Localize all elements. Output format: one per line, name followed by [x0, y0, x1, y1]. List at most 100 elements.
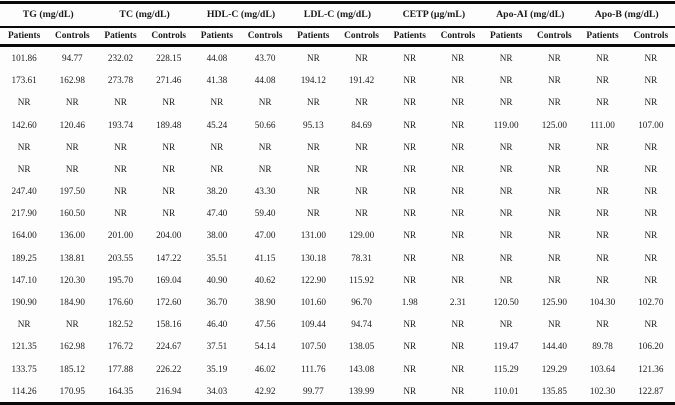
table-cell: 47.40 — [206, 208, 228, 219]
table-cell: 164.35 — [107, 385, 134, 396]
table-cell: NR — [644, 53, 658, 64]
table-cell: NR — [644, 230, 658, 241]
subheader-patients-1: Patients — [104, 30, 137, 41]
table-cell: NR — [355, 97, 368, 108]
table-cell: 103.64 — [589, 363, 616, 374]
table-cell: NR — [210, 97, 224, 108]
table-cell: 170.95 — [59, 385, 85, 396]
table-cell: 36.70 — [206, 297, 228, 307]
table-cell: 34.03 — [206, 385, 228, 396]
table-cell: NR — [596, 97, 609, 108]
table-cell: NR — [355, 186, 368, 197]
table-cell: NR — [644, 75, 658, 86]
table-cell: 115.29 — [493, 363, 519, 374]
table-cell: 101.86 — [11, 53, 37, 64]
table-cell: NR — [547, 208, 561, 219]
table-row: 101.86 94.77 232.02 228.15 44.08 43.70 NR NR NR N… — [0, 46, 675, 70]
table-cell: 189.48 — [156, 119, 182, 130]
table-cell: NR — [499, 319, 513, 330]
table-cell: 121.35 — [11, 341, 37, 352]
table-cell: NR — [258, 141, 272, 152]
table-cell: NR — [547, 252, 561, 263]
table-cell: 143.08 — [348, 363, 375, 374]
table-row: 142.60 120.46 193.74 189.48 45.24 50.66 95.13 8… — [0, 114, 675, 136]
table-cell: NR — [65, 97, 79, 108]
table-cell: 125.00 — [541, 119, 567, 130]
table-cell: 217.90 — [11, 208, 37, 219]
column-group-apo-b: Apo-B (mg/dL) — [594, 9, 659, 21]
table-cell: NR — [306, 208, 320, 219]
table-cell: NR — [306, 53, 320, 64]
table-cell: NR — [596, 53, 609, 64]
table-cell: NR — [499, 186, 513, 197]
table-cell: NR — [451, 385, 465, 396]
table-cell: NR — [451, 230, 465, 241]
table-row: NR NR NR NR NR NR NR NR NR NR NR NR NR NR — [0, 158, 675, 180]
table-cell: NR — [596, 163, 609, 174]
table-cell: 120.30 — [59, 274, 85, 285]
table-cell: NR — [547, 319, 561, 330]
table-cell: 130.18 — [300, 252, 326, 263]
table-cell: NR — [403, 97, 417, 108]
subheader-controls-2: Controls — [247, 30, 283, 41]
table-cell: NR — [644, 163, 658, 174]
column-group-cetp: CETP (µg/mL) — [402, 9, 466, 21]
table-cell: 273.78 — [107, 75, 134, 86]
table-cell: 232.02 — [107, 53, 134, 64]
table-cell: NR — [499, 230, 513, 241]
table-cell: 177.88 — [107, 363, 134, 374]
table-cell: 122.87 — [638, 385, 664, 396]
table-cell: NR — [451, 97, 465, 108]
table-cell: 135.85 — [541, 385, 567, 396]
table-cell: 172.60 — [156, 297, 182, 307]
table-cell: NR — [499, 208, 513, 219]
subheader-patients-6: Patients — [586, 30, 619, 41]
table-cell: NR — [547, 53, 561, 64]
table-cell: 41.38 — [206, 75, 228, 86]
table-cell: 111.00 — [590, 119, 615, 130]
table-cell: NR — [547, 274, 561, 285]
table-cell: NR — [499, 274, 513, 285]
table-cell: 107.00 — [638, 119, 664, 130]
table-cell: NR — [547, 163, 561, 174]
table-cell: 40.62 — [254, 274, 276, 285]
table-cell: NR — [210, 141, 224, 152]
table-cell: 138.81 — [59, 252, 85, 263]
table-row: NR NR NR NR NR NR NR NR NR NR NR NR NR NR — [0, 136, 675, 158]
table-cell: 271.46 — [156, 75, 182, 86]
table-cell: NR — [403, 341, 417, 352]
table-cell: NR — [596, 141, 609, 152]
table-cell: 107.50 — [300, 341, 326, 352]
column-group-ldl-c: LDL-C (mg/dL) — [303, 9, 372, 21]
table-cell: 121.36 — [638, 363, 664, 374]
table-cell: 226.22 — [156, 363, 182, 374]
table-cell: NR — [596, 319, 609, 330]
table-cell: 162.98 — [59, 75, 85, 86]
table-cell: 247.40 — [11, 186, 37, 197]
table-cell: 131.00 — [300, 230, 326, 241]
table-cell: NR — [403, 274, 417, 285]
table-cell: 201.00 — [107, 230, 134, 241]
table-cell: NR — [499, 141, 513, 152]
table-cell: 191.42 — [348, 75, 375, 86]
table-cell: NR — [162, 163, 176, 174]
table-cell: NR — [114, 141, 127, 152]
table-cell: 35.51 — [206, 252, 228, 263]
subheader-controls-6: Controls — [633, 30, 669, 41]
table-cell: NR — [403, 53, 417, 64]
table-cell: NR — [644, 186, 658, 197]
table-cell: NR — [403, 319, 417, 330]
table-cell: 95.13 — [302, 119, 324, 130]
table-cell: NR — [547, 97, 561, 108]
table-cell: 114.26 — [11, 385, 37, 396]
table-cell: NR — [547, 75, 561, 86]
table-cell: 144.40 — [541, 341, 567, 352]
table-cell: NR — [114, 208, 127, 219]
subheader-patients-4: Patients — [393, 30, 426, 41]
table-cell: 1.98 — [401, 297, 418, 307]
table-cell: NR — [355, 163, 368, 174]
table-cell: NR — [644, 141, 658, 152]
table-cell: NR — [451, 252, 465, 263]
table-cell: NR — [355, 53, 368, 64]
table-row: 247.40 197.50 NR NR 38.20 43.30 NR NR NR NR NR NR NR… — [0, 180, 675, 202]
